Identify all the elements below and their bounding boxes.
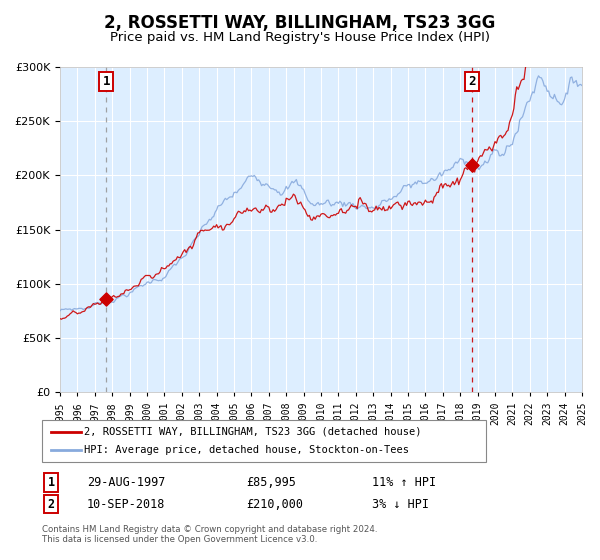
Text: HPI: Average price, detached house, Stockton-on-Tees: HPI: Average price, detached house, Stoc…	[84, 445, 409, 455]
Text: Contains HM Land Registry data © Crown copyright and database right 2024.
This d: Contains HM Land Registry data © Crown c…	[42, 525, 377, 544]
Text: 2: 2	[469, 75, 476, 88]
Text: £210,000: £210,000	[246, 497, 303, 511]
Text: 2, ROSSETTI WAY, BILLINGHAM, TS23 3GG (detached house): 2, ROSSETTI WAY, BILLINGHAM, TS23 3GG (d…	[84, 427, 421, 437]
Text: 11% ↑ HPI: 11% ↑ HPI	[372, 476, 436, 489]
Text: 1: 1	[47, 476, 55, 489]
Text: 2: 2	[47, 497, 55, 511]
Text: £85,995: £85,995	[246, 476, 296, 489]
Point	[101, 295, 111, 304]
Text: 1: 1	[103, 75, 110, 88]
Text: 29-AUG-1997: 29-AUG-1997	[87, 476, 166, 489]
Text: 10-SEP-2018: 10-SEP-2018	[87, 497, 166, 511]
Text: 3% ↓ HPI: 3% ↓ HPI	[372, 497, 429, 511]
Point	[467, 160, 477, 169]
Text: 2, ROSSETTI WAY, BILLINGHAM, TS23 3GG: 2, ROSSETTI WAY, BILLINGHAM, TS23 3GG	[104, 14, 496, 32]
Text: Price paid vs. HM Land Registry's House Price Index (HPI): Price paid vs. HM Land Registry's House …	[110, 31, 490, 44]
